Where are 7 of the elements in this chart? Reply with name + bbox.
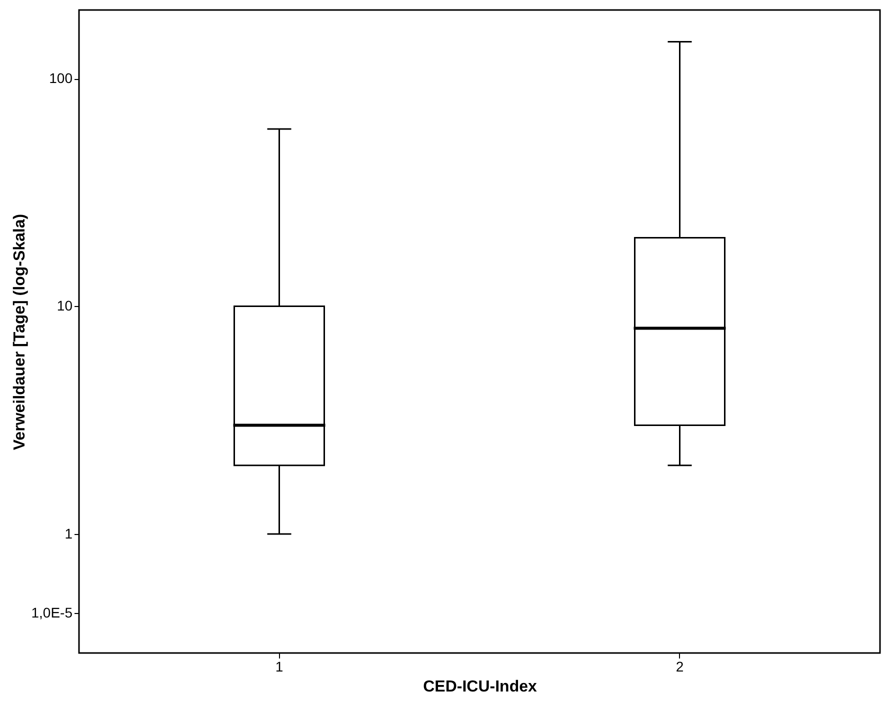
x-axis-title: CED-ICU-Index <box>423 678 537 696</box>
y-axis-title: Verweildauer [Tage] (log-Skala) <box>11 214 28 450</box>
y-tick-label: 10 <box>56 298 73 314</box>
y-tick-label: 100 <box>49 70 73 86</box>
y-tick-label: 1 <box>64 525 73 542</box>
y-tick-label: 1,0E-5 <box>31 604 73 620</box>
x-tick-label: 2 <box>676 658 684 674</box>
